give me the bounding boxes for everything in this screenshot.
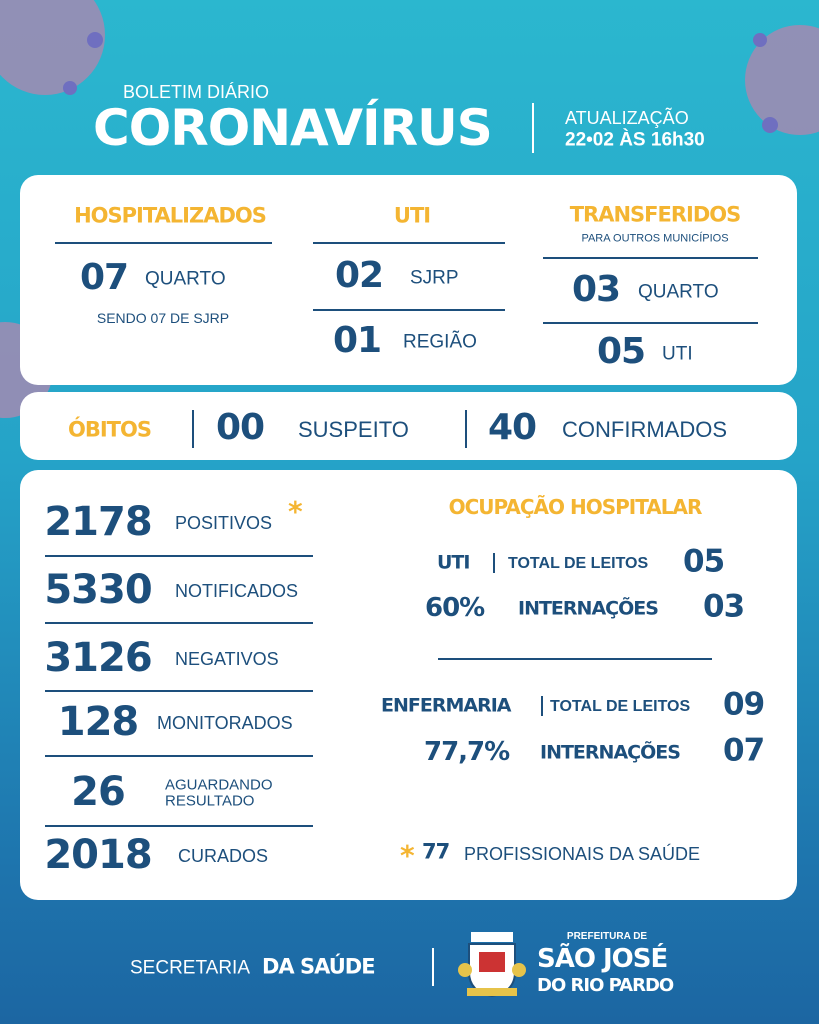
rule — [45, 555, 313, 557]
stat-number: 128 — [57, 699, 139, 745]
number: 03 — [572, 269, 621, 310]
label: TOTAL DE LEITOS — [550, 698, 691, 715]
separator — [192, 410, 194, 448]
label: REGIÃO — [403, 331, 477, 353]
label: INTERNAÇÕES — [518, 597, 659, 620]
stat-number: 26 — [71, 769, 126, 815]
footer-text: DO RIO PARDO — [537, 975, 674, 996]
label: UTI — [662, 343, 693, 365]
crest — [458, 932, 526, 998]
stat-number: 3126 — [44, 635, 152, 681]
percent: 77,7% — [424, 737, 510, 767]
number: 00 — [216, 407, 265, 448]
footer-text: PREFEITURA DE — [566, 931, 648, 942]
percent: 60% — [425, 593, 485, 623]
number: 07 — [723, 732, 765, 769]
card-stats — [20, 470, 797, 900]
stat-label: CURADOS — [178, 846, 269, 866]
rule — [55, 242, 272, 244]
separator — [541, 696, 543, 716]
heading: UTI — [393, 203, 431, 228]
label: QUARTO — [145, 268, 226, 290]
update-time: 22•02 ÀS 16h30 — [565, 129, 705, 151]
rule — [313, 309, 505, 311]
row-name: UTI — [437, 551, 470, 574]
number: 05 — [683, 543, 725, 580]
heading: OCUPAÇÃO HOSPITALAR — [448, 495, 703, 519]
number: 77 — [422, 839, 450, 864]
stat-label: POSITIVOS — [175, 513, 273, 533]
card-obitos — [20, 392, 797, 460]
number: 07 — [80, 257, 129, 298]
separator — [493, 553, 495, 573]
number: 09 — [723, 686, 765, 723]
separator — [532, 103, 534, 153]
note: SENDO 07 DE SJRP — [96, 310, 230, 326]
stat-label: NOTIFICADOS — [175, 581, 299, 601]
label: SJRP — [410, 267, 459, 289]
heading-sub: PARA OUTROS MUNICÍPIOS — [581, 232, 729, 245]
rule — [543, 322, 758, 324]
title: CORONAVÍRUS — [93, 99, 493, 157]
number: 01 — [333, 320, 382, 361]
row-name: ENFERMARIA — [381, 694, 511, 717]
card-hospital — [20, 175, 797, 385]
stat-label: AGUARDANDO RESULTADO — [165, 776, 273, 809]
heading: HOSPITALIZADOS — [74, 203, 267, 228]
rule — [45, 825, 313, 827]
label: INTERNAÇÕES — [540, 741, 681, 764]
label: SUSPEITO — [298, 417, 409, 442]
footer-text: DA SAÚDE — [262, 954, 376, 979]
update-label: ATUALIZAÇÃO — [565, 108, 689, 128]
asterisk: * — [400, 839, 415, 872]
subtitle: BOLETIM DIÁRIO — [123, 82, 270, 102]
heading: ÓBITOS — [68, 417, 152, 442]
label: QUARTO — [638, 281, 719, 303]
rule — [45, 755, 313, 757]
stat-number: 2178 — [44, 499, 152, 545]
rule — [543, 257, 758, 259]
number: 40 — [488, 407, 537, 448]
separator — [465, 410, 467, 448]
rule — [313, 242, 505, 244]
stat-number: 2018 — [44, 832, 152, 878]
footer-text: SECRETARIA — [130, 957, 251, 979]
stat-label: MONITORADOS — [157, 713, 293, 733]
rule — [438, 658, 712, 660]
number: 02 — [335, 255, 384, 296]
asterisk: * — [288, 495, 303, 528]
number: 05 — [597, 331, 646, 372]
footer-text: SÃO JOSÉ — [537, 944, 668, 974]
label: TOTAL DE LEITOS — [508, 555, 649, 572]
separator — [432, 948, 434, 986]
stat-label: NEGATIVOS — [175, 649, 279, 669]
label: PROFISSIONAIS DA SAÚDE — [464, 844, 701, 864]
heading: TRANSFERIDOS — [569, 202, 742, 227]
rule — [45, 690, 313, 692]
label: CONFIRMADOS — [562, 417, 727, 442]
stat-number: 5330 — [44, 567, 152, 613]
rule — [45, 622, 313, 624]
number: 03 — [703, 588, 745, 625]
